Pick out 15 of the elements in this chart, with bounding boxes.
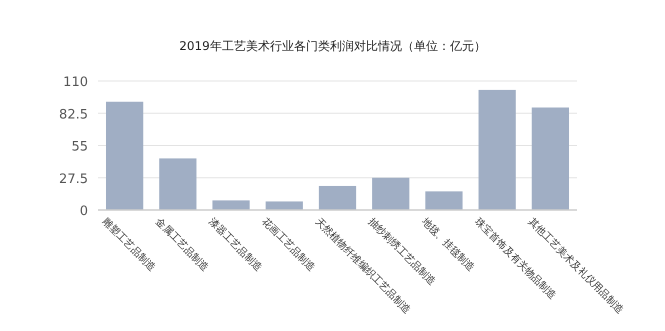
bar bbox=[532, 108, 570, 210]
y-tick-label: 0 bbox=[80, 204, 88, 219]
bar bbox=[266, 201, 303, 210]
bar bbox=[106, 102, 144, 210]
y-tick-label: 27.5 bbox=[59, 172, 88, 187]
bar bbox=[212, 200, 250, 210]
y-tick-label: 82.5 bbox=[59, 107, 88, 122]
chart-title: 2019年工艺美术行业各门类利润对比情况（单位：亿元） bbox=[179, 39, 486, 53]
y-tick-label: 55 bbox=[71, 140, 88, 154]
bar bbox=[425, 191, 463, 210]
bar bbox=[318, 186, 356, 210]
bar bbox=[478, 90, 516, 210]
bar bbox=[159, 158, 196, 210]
y-tick-label: 110 bbox=[63, 75, 88, 90]
bar bbox=[372, 178, 410, 210]
